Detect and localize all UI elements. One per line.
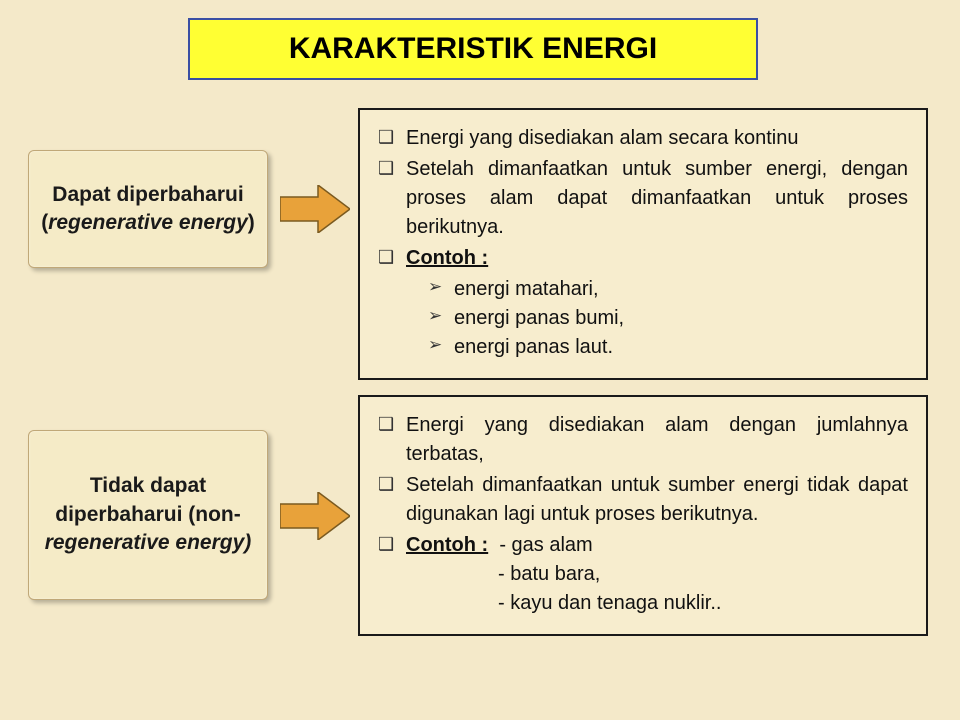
- bullet-text: Setelah dimanfaatkan untuk sumber energi…: [406, 158, 908, 238]
- detail-renewable: Energi yang disediakan alam secara konti…: [358, 108, 928, 380]
- sub-item: energi panas bumi,: [428, 304, 908, 333]
- bullet-item: Contoh : - gas alam - batu bara, - kayu …: [378, 531, 908, 618]
- cat1-line1: Dapat diperbaharui: [52, 183, 243, 206]
- contoh-label: Contoh :: [406, 247, 488, 269]
- title-text: KARAKTERISTIK ENERGI: [289, 32, 657, 66]
- bullet-item: Setelah dimanfaatkan untuk sumber energi…: [378, 155, 908, 242]
- inline-item: - kayu dan tenaga nuklir..: [498, 589, 908, 618]
- cat1-italic: regenerative energy: [48, 211, 248, 234]
- inline-item: - gas alam: [499, 534, 592, 556]
- contoh-label: Contoh :: [406, 534, 488, 556]
- bullet-item: Energi yang disediakan alam secara konti…: [378, 124, 908, 153]
- bullet-item: Contoh : energi matahari, energi panas b…: [378, 244, 908, 362]
- detail-nonrenewable: Energi yang disediakan alam dengan jumla…: [358, 395, 928, 636]
- bullet-text: Setelah dimanfaatkan untuk sumber energi…: [406, 474, 908, 525]
- title-box: KARAKTERISTIK ENERGI: [188, 18, 758, 80]
- sub-text: energi panas laut.: [454, 336, 613, 358]
- sub-item: energi matahari,: [428, 275, 908, 304]
- sub-item: energi panas laut.: [428, 333, 908, 362]
- arrow-icon: [280, 185, 350, 233]
- bullet-text: Energi yang disediakan alam dengan jumla…: [406, 414, 908, 465]
- cat2-line1: Tidak dapat diperbaharui (non-: [55, 474, 241, 525]
- category-renewable: Dapat diperbaharui (regenerative energy): [28, 150, 268, 268]
- bullet-item: Setelah dimanfaatkan untuk sumber energi…: [378, 471, 908, 529]
- sub-text: energi matahari,: [454, 278, 599, 300]
- bullet-item: Energi yang disediakan alam dengan jumla…: [378, 411, 908, 469]
- inline-item: - batu bara,: [498, 560, 908, 589]
- cat1-paren-close: ): [248, 211, 255, 234]
- detail-list: Energi yang disediakan alam secara konti…: [378, 124, 908, 362]
- category-nonrenewable: Tidak dapat diperbaharui (non-regenerati…: [28, 430, 268, 600]
- sub-list: energi matahari, energi panas bumi, ener…: [428, 275, 908, 362]
- arrow-shape: [280, 185, 350, 233]
- arrow-icon: [280, 492, 350, 540]
- bullet-text: Energi yang disediakan alam secara konti…: [406, 127, 798, 149]
- detail-list: Energi yang disediakan alam dengan jumla…: [378, 411, 908, 618]
- sub-text: energi panas bumi,: [454, 307, 624, 329]
- cat2-italic: regenerative energy): [45, 531, 252, 554]
- arrow-shape: [280, 492, 350, 540]
